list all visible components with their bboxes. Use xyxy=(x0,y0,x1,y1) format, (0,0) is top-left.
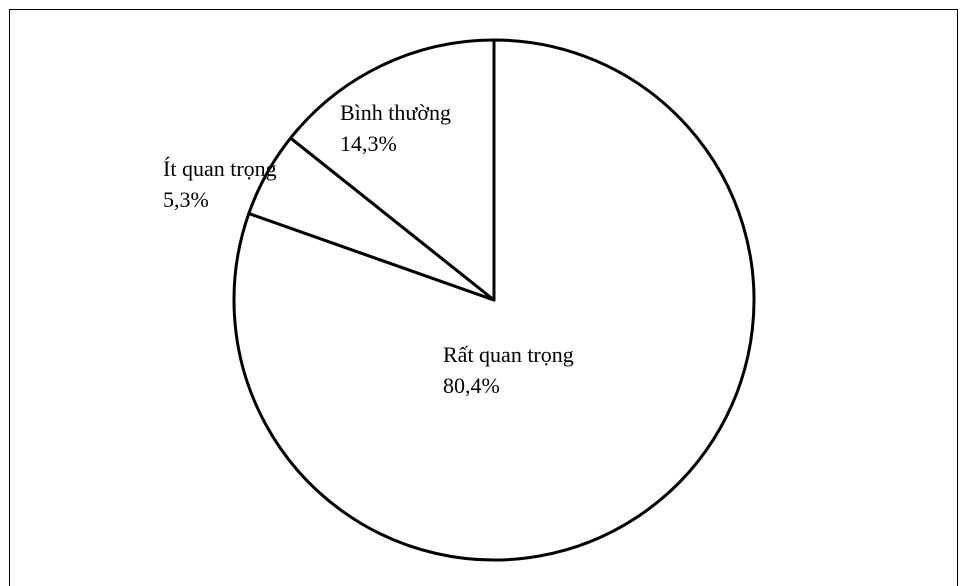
pie-labels: Rất quan trọng 80,4% Ít quan trọng 5,3% … xyxy=(163,100,574,398)
slice-label-binh-thuong-value: 14,3% xyxy=(340,131,397,156)
slice-label-it-quan-trong-name: Ít quan trọng xyxy=(163,156,277,181)
slice-label-binh-thuong-name: Bình thường xyxy=(340,100,451,125)
slice-label-rat-quan-trong-name: Rất quan trọng xyxy=(443,342,574,367)
pie-slices xyxy=(232,38,756,562)
slice-label-it-quan-trong-value: 5,3% xyxy=(163,187,209,212)
pie-slice-2 xyxy=(289,38,496,302)
slice-label-rat-quan-trong-value: 80,4% xyxy=(443,373,500,398)
